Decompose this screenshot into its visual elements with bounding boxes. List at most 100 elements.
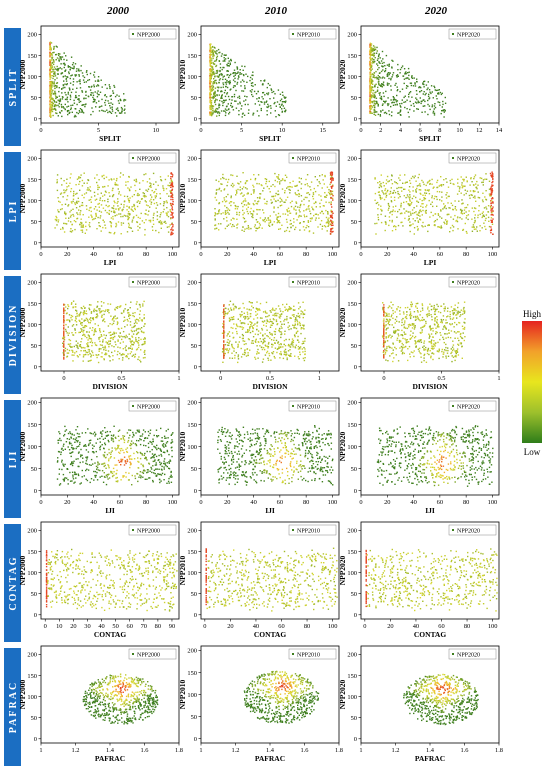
data-point — [302, 312, 304, 315]
data-point — [219, 66, 222, 69]
data-point — [109, 340, 112, 342]
data-point — [110, 112, 113, 114]
data-point — [84, 232, 86, 234]
data-point — [104, 353, 106, 356]
data-point — [302, 342, 305, 344]
data-point — [211, 106, 213, 108]
data-point — [491, 176, 493, 178]
data-point — [90, 311, 93, 313]
data-point — [377, 86, 379, 89]
data-point — [233, 184, 235, 186]
data-point — [131, 336, 134, 338]
data-point — [234, 100, 236, 102]
data-point — [383, 61, 385, 64]
data-point — [263, 103, 266, 105]
data-point — [421, 111, 423, 113]
data-point — [219, 69, 221, 72]
data-point — [382, 69, 384, 71]
data-point — [428, 180, 430, 182]
data-point — [218, 114, 220, 117]
data-point — [230, 195, 232, 197]
data-point — [286, 187, 288, 189]
data-point — [394, 104, 397, 106]
data-point — [126, 336, 128, 338]
data-point — [231, 357, 234, 359]
y-axis-label: NPP2010 — [178, 183, 187, 213]
data-point — [223, 311, 225, 313]
data-point — [250, 321, 252, 323]
data-point — [408, 74, 410, 77]
data-point — [269, 84, 271, 86]
data-point — [426, 182, 429, 184]
data-point — [163, 221, 165, 223]
data-point — [133, 205, 135, 207]
data-point — [407, 72, 409, 74]
data-point — [386, 73, 389, 75]
data-point — [233, 69, 236, 71]
data-point — [252, 74, 254, 77]
data-point — [137, 342, 140, 344]
data-point — [282, 105, 284, 107]
data-point — [443, 109, 446, 111]
data-point — [278, 174, 280, 176]
data-point — [85, 94, 87, 96]
data-point — [69, 343, 72, 345]
data-point — [396, 89, 398, 92]
data-point — [232, 86, 235, 89]
data-point — [69, 230, 72, 233]
data-point — [376, 46, 378, 49]
y-tick-label: 150 — [27, 301, 37, 308]
data-point — [70, 346, 72, 348]
data-point — [476, 180, 478, 183]
data-point — [445, 207, 447, 210]
data-point — [102, 320, 104, 322]
data-point — [436, 98, 438, 100]
data-point — [475, 200, 477, 202]
data-point — [236, 325, 238, 327]
data-point — [419, 218, 421, 220]
data-point — [369, 65, 371, 67]
data-point — [117, 200, 119, 203]
data-point — [246, 81, 248, 83]
data-point — [401, 99, 403, 101]
data-point — [379, 77, 381, 79]
data-point — [278, 330, 280, 332]
data-point — [297, 348, 300, 350]
data-point — [112, 336, 115, 339]
data-point — [407, 196, 409, 198]
y-axis-label: NPP2020 — [338, 59, 347, 89]
data-point — [52, 52, 54, 54]
data-point — [80, 221, 82, 224]
data-point — [431, 183, 433, 185]
data-point — [376, 78, 378, 80]
data-point — [431, 104, 434, 106]
data-point — [131, 209, 133, 211]
data-point — [79, 354, 81, 356]
data-point — [99, 199, 101, 201]
data-point — [490, 174, 492, 177]
data-point — [209, 61, 212, 63]
data-point — [108, 209, 111, 212]
data-point — [49, 100, 51, 102]
data-point — [280, 351, 282, 353]
data-point — [449, 207, 451, 209]
data-point — [59, 100, 62, 102]
data-point — [58, 200, 60, 203]
data-point — [166, 201, 168, 204]
data-point — [369, 44, 371, 47]
data-point — [373, 48, 376, 50]
data-point — [71, 202, 73, 204]
data-point — [125, 349, 127, 352]
data-point — [239, 97, 241, 99]
data-point — [379, 97, 381, 99]
data-point — [440, 176, 442, 178]
data-point — [374, 77, 376, 79]
data-point — [381, 190, 383, 192]
data-point — [369, 110, 371, 112]
data-point — [49, 64, 51, 66]
data-point — [54, 73, 56, 75]
data-point — [327, 221, 329, 223]
data-point — [419, 215, 421, 217]
data-point — [434, 106, 437, 109]
data-point — [72, 324, 75, 326]
